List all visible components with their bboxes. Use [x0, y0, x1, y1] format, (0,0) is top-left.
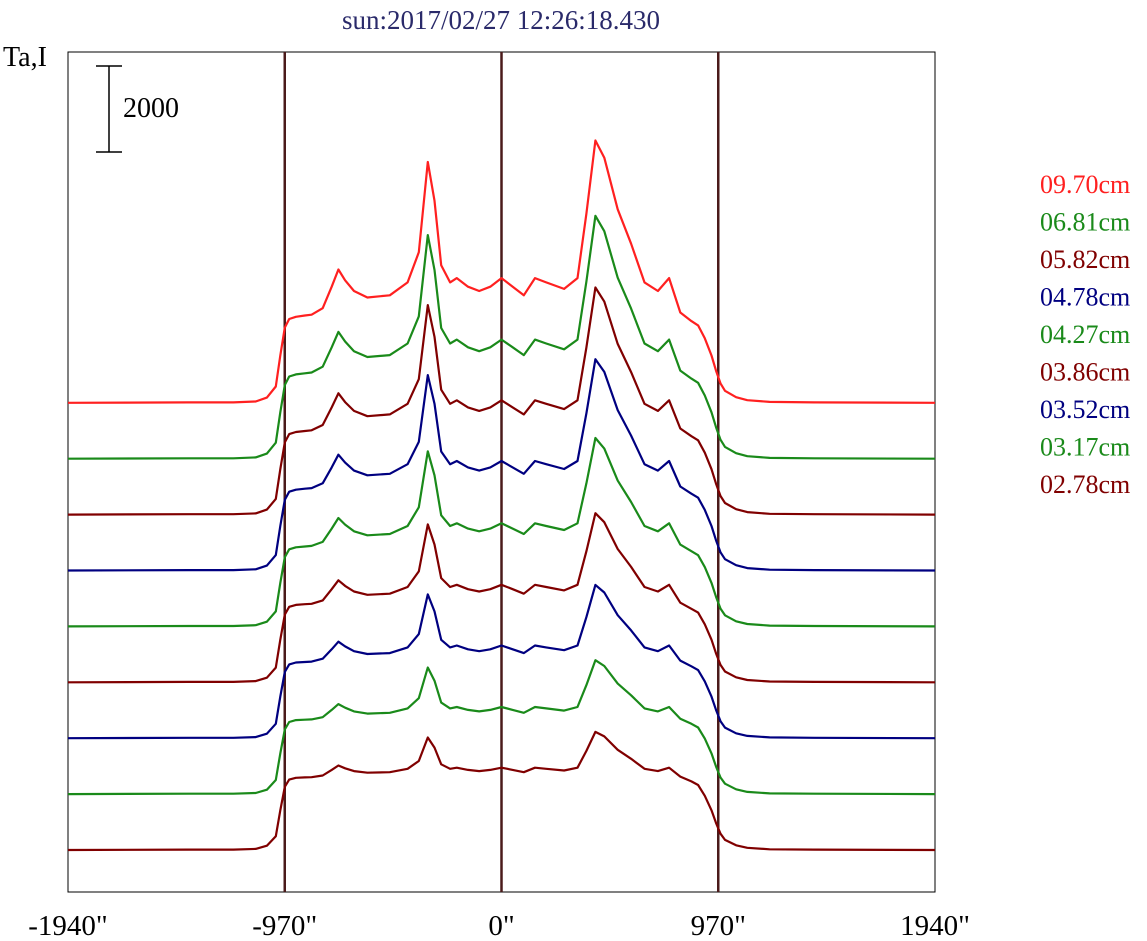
legend-item-06.81cm: 06.81cm — [1040, 208, 1130, 237]
series-03.17cm — [67, 659, 936, 796]
series-layer — [67, 139, 936, 852]
scale-bar-label: 2000 — [123, 93, 179, 124]
x-axis-ticks: -1940" -970" 0" 970" 1940" — [28, 910, 970, 941]
legend-item-02.78cm: 02.78cm — [1040, 470, 1130, 499]
series-09.70cm — [67, 139, 936, 404]
series-06.81cm — [67, 214, 936, 460]
scale-bar: 2000 — [96, 65, 179, 153]
legend-item-03.86cm: 03.86cm — [1040, 358, 1130, 387]
series-04.78cm — [67, 358, 936, 572]
legend-item-03.17cm: 03.17cm — [1040, 433, 1130, 462]
y-axis-label: Ta,I — [3, 42, 47, 73]
x-tick-label-4: 1940" — [900, 910, 970, 941]
legend-item-05.82cm: 05.82cm — [1040, 245, 1130, 274]
chart-title: sun:2017/02/27 12:26:18.430 — [342, 5, 660, 35]
series-02.78cm — [67, 730, 936, 852]
x-tick-label-2: 0" — [488, 910, 514, 941]
reference-lines — [283, 52, 720, 892]
x-tick-label-3: 970" — [691, 910, 746, 941]
legend-item-03.52cm: 03.52cm — [1040, 395, 1130, 424]
x-tick-label-0: -1940" — [28, 910, 108, 941]
legend-item-09.70cm: 09.70cm — [1040, 170, 1130, 199]
series-03.86cm — [67, 512, 936, 684]
legend-item-04.78cm: 04.78cm — [1040, 283, 1130, 312]
series-03.52cm — [67, 583, 936, 740]
legend-item-04.27cm: 04.27cm — [1040, 320, 1130, 349]
series-04.27cm — [67, 436, 936, 628]
x-tick-label-1: -970" — [252, 910, 317, 941]
legend: 09.70cm 06.81cm 05.82cm 04.78cm 04.27cm 03.86… — [1040, 170, 1130, 499]
series-05.82cm — [67, 286, 936, 516]
